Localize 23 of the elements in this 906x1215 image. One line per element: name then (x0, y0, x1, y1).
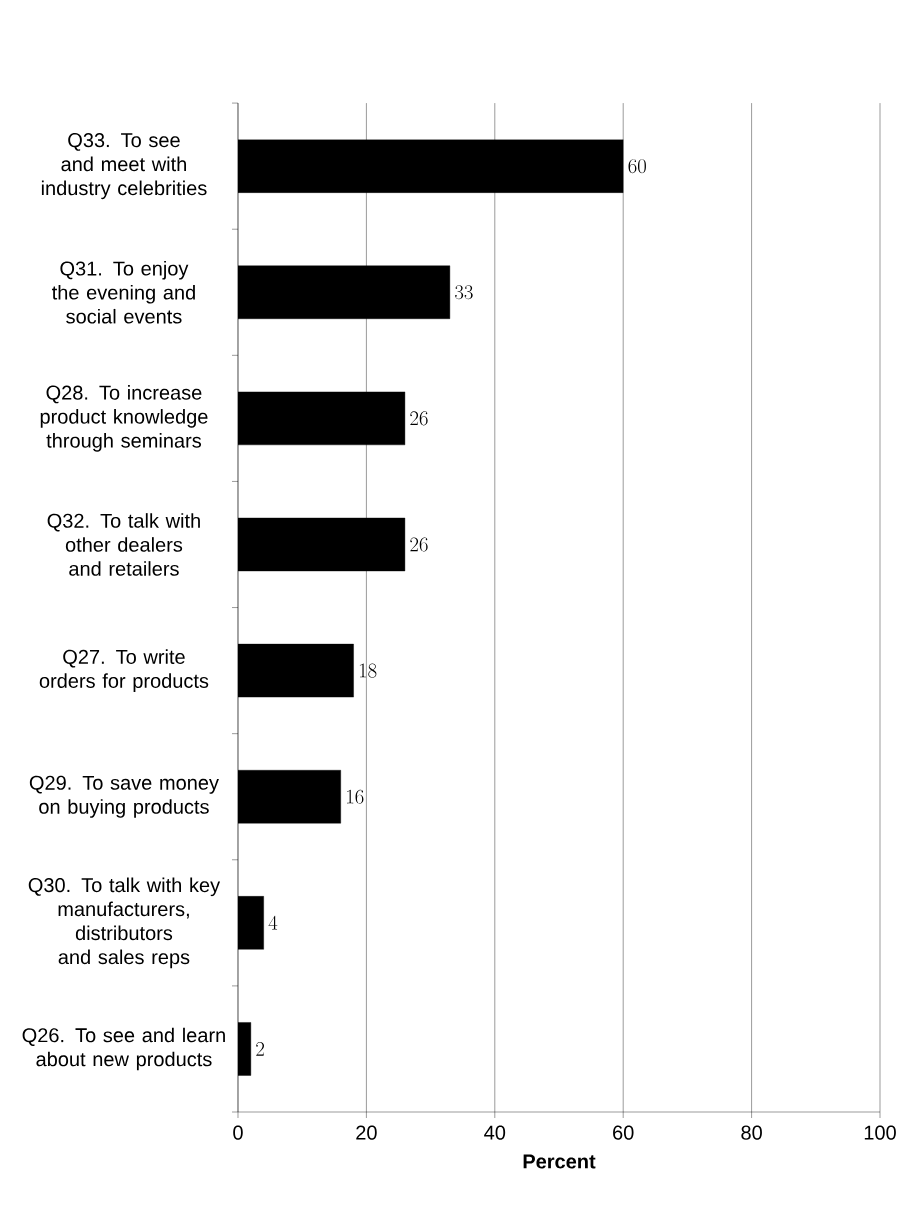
data-label: 33 (455, 285, 473, 300)
data-label: 2 (256, 1041, 265, 1056)
x-axis-title: Percent (523, 1154, 596, 1169)
data-label: 4 (268, 915, 278, 930)
y-tick-label: Q26. To see and learn about new products (22, 1027, 225, 1071)
y-tick-label: Q30. To talk with key manufacturers, distributors and sales reps (28, 877, 221, 969)
y-tick-label: Q32. To talk with other dealers and retailers (47, 513, 200, 576)
x-tick-label: 80 (741, 1125, 762, 1140)
data-label: 26 (410, 411, 428, 426)
data-label: 18 (359, 663, 377, 678)
y-tick-label: Q31. To enjoy the evening and social events (51, 260, 195, 324)
x-tick-label: 20 (356, 1125, 377, 1140)
y-tick-label: Q29. To save money on buying products (29, 775, 219, 818)
data-label: 26 (410, 537, 428, 552)
x-tick-label: 60 (613, 1125, 634, 1140)
data-label: 16 (347, 789, 364, 804)
x-tick-label: 40 (484, 1125, 506, 1140)
y-tick-label: Q33. To see and meet with industry celebrities (41, 133, 207, 200)
x-tick-label: 0 (233, 1125, 243, 1140)
data-label: 60 (628, 159, 646, 174)
x-tick-label: 100 (864, 1125, 896, 1140)
y-tick-label: Q28. To increase product knowledge through seminars (40, 385, 208, 452)
y-tick-label: Q27. To write orders for products (39, 649, 209, 692)
